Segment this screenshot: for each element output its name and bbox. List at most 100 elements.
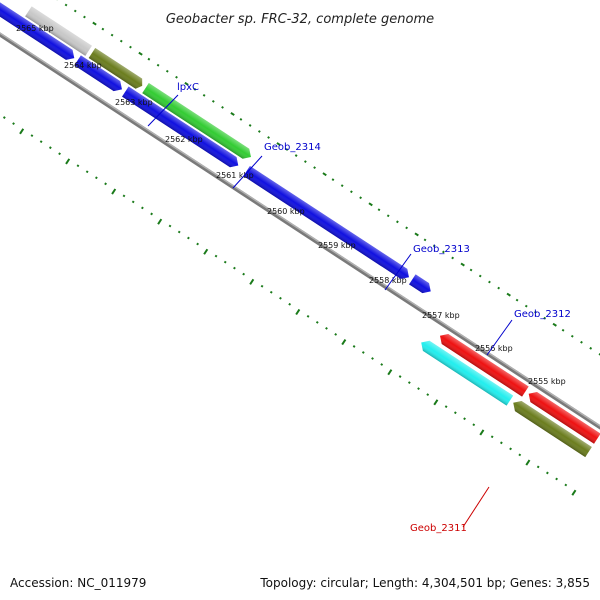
- outer-tick-ring: [56, 0, 600, 356]
- inner-tick: [223, 260, 227, 264]
- inner-tick: [214, 254, 218, 258]
- gene-blue-2[interactable]: [74, 55, 125, 94]
- gene-Geob_2311[interactable]: [418, 338, 514, 406]
- inner-tick: [315, 320, 319, 324]
- genome-track: [0, 1, 600, 519]
- gene-leader-line: [384, 253, 412, 291]
- gene-leader-line: [462, 486, 490, 528]
- inner-tick: [122, 194, 126, 198]
- outer-tick: [83, 15, 86, 19]
- kbp-tick-label: 2565 kbp: [16, 24, 54, 33]
- outer-tick: [589, 346, 593, 350]
- gene-blue-1[interactable]: [0, 1, 78, 64]
- accession-text: Accession: NC_011979: [10, 576, 147, 590]
- outer-tick: [147, 57, 151, 61]
- inner-tick: [361, 351, 365, 354]
- inner-tick: [536, 465, 540, 469]
- gene-red-1[interactable]: [437, 331, 529, 397]
- outer-tick: [92, 21, 97, 26]
- outer-tick: [368, 202, 373, 207]
- gene-label[interactable]: Geob_2314: [264, 142, 321, 153]
- inner-tick: [371, 357, 374, 360]
- map-title: Geobacter sp. FRC-32, complete genome: [166, 12, 434, 27]
- outer-tick: [478, 274, 482, 278]
- inner-tick: [260, 284, 264, 288]
- outer-tick: [515, 298, 519, 302]
- kbp-tick-label: 2557 kbp: [422, 311, 460, 320]
- outer-tick: [451, 256, 455, 260]
- kbp-tick-label: 2559 kbp: [318, 241, 356, 250]
- inner-tick: [499, 441, 503, 445]
- outer-tick: [534, 310, 537, 314]
- gene-labels: lpxC Geob_2314 Geob_2313 Geob_2312 Geob_2311: [147, 82, 571, 534]
- inner-tick: [150, 212, 153, 216]
- inner-tick: [325, 326, 328, 330]
- outer-tick: [313, 166, 316, 169]
- inner-tick: [242, 272, 246, 276]
- inner-tick: [177, 230, 181, 234]
- outer-tick: [267, 136, 270, 139]
- outer-tick: [101, 27, 105, 31]
- outer-tick: [340, 184, 344, 188]
- outer-tick: [442, 250, 445, 254]
- outer-tick: [294, 154, 298, 157]
- outer-tick: [322, 172, 327, 177]
- inner-tick: [417, 387, 420, 390]
- outer-tick: [488, 280, 491, 284]
- inner-tick: [341, 339, 347, 346]
- inner-tick: [398, 375, 402, 378]
- gene-red-2[interactable]: [525, 389, 600, 444]
- outer-tick: [561, 328, 565, 332]
- outer-tick: [285, 148, 289, 151]
- outer-tick: [497, 286, 501, 290]
- outer-tick: [524, 304, 528, 308]
- kbp-tick-label: 2563 kbp: [115, 98, 153, 107]
- gene-label[interactable]: Geob_2312: [514, 309, 571, 320]
- inner-tick: [518, 453, 522, 457]
- inner-tick: [131, 200, 135, 204]
- gene-leader-line: [232, 155, 263, 189]
- gene-Geob_2312[interactable]: [409, 274, 434, 296]
- inner-tick: [65, 158, 71, 165]
- outer-tick: [119, 39, 123, 43]
- gene-label[interactable]: Geob_2311: [410, 523, 467, 534]
- inner-tick: [168, 224, 172, 228]
- genome-backbone: [0, 22, 600, 519]
- outer-tick: [303, 160, 307, 163]
- gene-forward-grey[interactable]: [25, 6, 92, 56]
- outer-tick: [202, 93, 206, 97]
- inner-tick: [387, 369, 393, 376]
- inner-tick: [509, 447, 512, 451]
- outer-tick: [469, 268, 473, 272]
- inner-tick: [555, 477, 558, 481]
- gene-Geob_2314[interactable]: [142, 83, 254, 162]
- inner-tick: [288, 302, 292, 306]
- outer-tick: [552, 322, 557, 327]
- gene-Geob_2313[interactable]: [243, 165, 412, 282]
- outer-tick: [377, 208, 381, 212]
- inner-tick: [490, 435, 494, 439]
- outer-tick: [193, 87, 197, 91]
- kbp-tick-label: 2561 kbp: [216, 171, 254, 180]
- gene-blue-3[interactable]: [122, 86, 242, 171]
- outer-tick: [414, 232, 419, 237]
- kbp-tick-label: 2562 kbp: [165, 135, 203, 144]
- inner-tick: [444, 405, 448, 409]
- inner-tick-ring: [2, 116, 577, 496]
- outer-tick: [543, 316, 547, 320]
- inner-tick: [48, 146, 52, 150]
- inner-tick: [249, 278, 255, 285]
- inner-tick: [2, 116, 6, 119]
- inner-tick: [157, 218, 163, 225]
- outer-tick: [165, 69, 169, 73]
- gene-olive-reverse[interactable]: [510, 398, 592, 458]
- inner-tick: [352, 345, 356, 348]
- gene-lpxC[interactable]: [88, 48, 146, 91]
- outer-tick: [460, 262, 465, 267]
- inner-tick: [76, 164, 80, 168]
- gene-label[interactable]: Geob_2313: [413, 244, 470, 255]
- gene-label[interactable]: lpxC: [177, 82, 199, 93]
- inner-tick: [269, 290, 273, 294]
- inner-tick: [233, 266, 236, 270]
- outer-tick: [138, 51, 143, 56]
